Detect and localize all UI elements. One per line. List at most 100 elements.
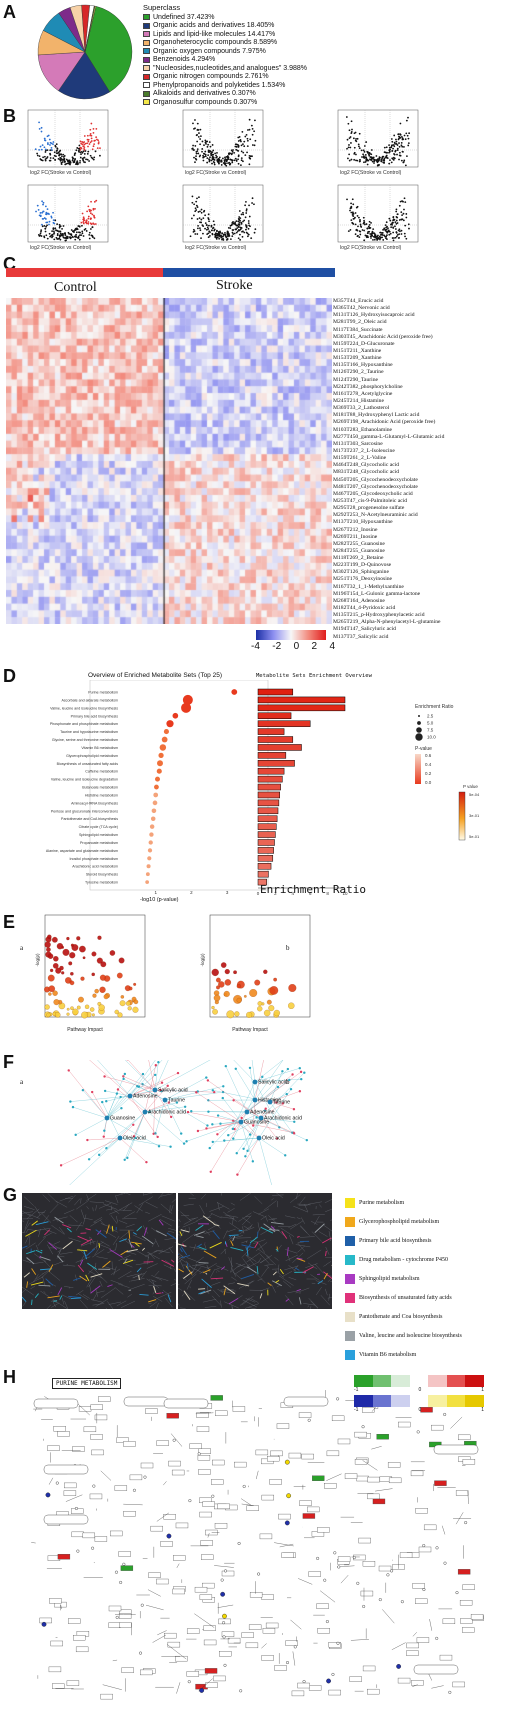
network-node-label: Oleic acid	[262, 1136, 285, 1142]
pathway-label: Ascorbate and aldarate metabolism	[61, 698, 118, 702]
scale-tick: 4	[329, 641, 335, 652]
legend-swatch	[345, 1273, 355, 1284]
superclass-legend-title: Superclass	[143, 3, 181, 12]
heatmap-row-label: M182T44_4-Pyridoxic acid	[333, 605, 396, 612]
heatmap-row-label: M124T290_Taurine	[333, 376, 378, 383]
pvalue-legend-item: 0.2	[425, 771, 432, 776]
enrichment-dot-title: Overview of Enriched Metabolite Sets (To…	[87, 672, 223, 679]
enrichment-bar	[257, 783, 281, 791]
superclass-legend-item: Phenylpropanoids and polyketides 1.534%	[143, 81, 343, 90]
enrichment-dot	[154, 784, 159, 790]
legend-swatch	[143, 90, 150, 97]
enrichment-dot	[149, 832, 154, 837]
bar-xtick: 4	[292, 891, 295, 896]
enrichment-dot	[161, 736, 168, 743]
kegg-legend-item: Pantothenate and Coa biosynthesis	[345, 1307, 510, 1326]
superclass-legend-item: Organic nitrogen compounds 2.761%	[143, 73, 343, 82]
heatmap-row-label: M161T278_Acetylglycine	[333, 390, 393, 397]
enrichment-bar	[257, 688, 294, 696]
compound-scale-ticks: -1 0 1	[354, 1407, 484, 1413]
network-node	[258, 1115, 264, 1121]
bar-xtick: 0	[257, 891, 260, 896]
enrichment-bar	[257, 775, 283, 783]
volcano-plot: log2 FC(Stroke vs Control)	[27, 109, 109, 176]
bar-xtick: 10	[342, 891, 348, 896]
pvalue2-legend-item: 3e-01	[469, 813, 480, 818]
pathway-impact-xlabel: Pathway Impact	[232, 1027, 268, 1033]
pvalue2-legend-title: P value	[463, 784, 478, 789]
dot-xtick: 3	[226, 890, 229, 895]
volcano-plot: log2 FC(Stroke vs Control)	[337, 109, 419, 176]
enrichment-dot	[158, 752, 164, 758]
enrichment-legend-title: Enrichment Ratio	[415, 704, 454, 710]
enrichment-dot	[159, 744, 167, 751]
enrichment-dot	[150, 816, 156, 821]
pathway-impact-xlabel: Pathway Impact	[67, 1027, 103, 1033]
heatmap-row-label: M151T211_Xanthine	[333, 347, 382, 354]
heatmap-row-label: M245T214_Histamine	[333, 397, 384, 404]
gene-color-scale	[354, 1375, 485, 1387]
kegg-legend-item: Drug metabolism - cytochrome P450	[345, 1250, 510, 1269]
kegg-pathway-legend: Purine metabolism Glycerophospholipid met…	[345, 1193, 510, 1364]
pathway-label: Pantothenate and CoA biosynthesis	[61, 817, 118, 821]
heatmap-row-label: M118T269_2_Betaine	[333, 555, 384, 562]
heatmap-row-label: M131T126_Hydroxyisocaproic acid	[333, 312, 415, 319]
panel-label-e: E	[3, 912, 16, 932]
legend-label: Lipids and lipid-like molecules 14.417%	[153, 30, 276, 38]
heatmap-row-label: M159T224_D-Glucuronate	[333, 340, 395, 347]
heatmap-row-label: M284T255_Guanosine	[333, 547, 385, 554]
heatmap-row-label: M253T47_cis-9-Palmitoleic acid	[333, 497, 408, 504]
heatmap-row-label: M135T215_p-Hydroxyphenylacetic acid	[333, 612, 425, 619]
pathway-label: Sphingolipid metabolism	[79, 833, 118, 837]
enrichment-bar-xlabel: Enrichment Ratio	[260, 883, 366, 896]
pathway-label: Glycerophospholipid metabolism	[66, 754, 118, 758]
heatmap-row-labels: M357T44_Erucic acid M365T42_Nervonic acid…	[333, 298, 511, 641]
enrichment-legend-item: 5.0	[427, 721, 434, 726]
legend-swatch	[143, 31, 150, 38]
pathway-label: Aminoacyl-tRNA biosynthesis	[71, 801, 118, 805]
heatmap-row-label: M137T210_Hypoxanthine	[333, 519, 393, 526]
network-node-label: Arachidonic acid	[148, 1110, 186, 1116]
heatmap-row-label: M281T99_2_Oleic acid	[333, 319, 387, 326]
volcano-xlabel: log2 FC(Stroke vs Control)	[185, 170, 247, 176]
pie-slice	[84, 6, 133, 93]
legend-swatch	[143, 99, 150, 106]
legend-swatch	[143, 82, 150, 89]
volcano-plot: log2 FC(Stroke vs Control)	[337, 184, 419, 251]
panel-label-g: G	[3, 1185, 18, 1205]
pathway-label: Glycine, serine and threonine metabolism	[52, 738, 118, 742]
legend-swatch	[143, 22, 150, 29]
pathway-impact-ylabel: -log(p)	[200, 953, 205, 967]
sub-label-f-b: b	[286, 1078, 290, 1086]
network-node	[127, 1093, 133, 1099]
heatmap-row-label: M831T248_Glycocholic acid	[333, 469, 400, 476]
legend-label: Organic nitrogen compounds 2.761%	[153, 73, 269, 81]
enrichment-bar	[257, 855, 274, 862]
enrichment-bar	[257, 767, 285, 775]
enrichment-legend-item: 10.0	[427, 735, 436, 740]
superclass-legend-item: Undefined 37.423%	[143, 13, 343, 22]
network-node	[256, 1135, 262, 1141]
heatmap-row-label: M357T44_Erucic acid	[333, 298, 384, 304]
enrichment-bar	[257, 815, 278, 822]
pathway-label: Citrate cycle (TCA cycle)	[79, 825, 118, 829]
purine-metabolism-map: PURINE METABOLISM -1 0 1 -1 0 1	[14, 1375, 504, 1715]
legend-swatch	[143, 39, 150, 46]
legend-label: Purine metabolism	[359, 1199, 405, 1206]
enrichment-bar	[257, 744, 302, 751]
volcano-plots: log2 FC(Stroke vs Control) log2 FC(Stroke…	[20, 108, 490, 254]
enrichment-bar	[257, 791, 280, 799]
legend-label: "Nucleosides,nucleotides,and analogues" …	[153, 64, 308, 72]
panel-label-a: A	[3, 2, 16, 22]
legend-label: Phenylpropanoids and polyketides 1.534%	[153, 81, 286, 89]
scale-tick: 1	[481, 1407, 484, 1413]
enrichment-bar	[257, 728, 285, 735]
heatmap-scale-ticks: -4 -2 0 2 4	[251, 641, 335, 652]
enrichment-bar	[257, 720, 311, 727]
superclass-legend-item: Organosulfur compounds 0.307%	[143, 98, 343, 107]
enrichment-dot	[182, 694, 193, 705]
enrichment-charts: Purine metabolism Ascorbate and aldarate …	[46, 680, 480, 896]
enrichment-bar	[257, 760, 295, 767]
enrichment-dot	[172, 712, 179, 719]
legend-swatch	[345, 1235, 355, 1246]
